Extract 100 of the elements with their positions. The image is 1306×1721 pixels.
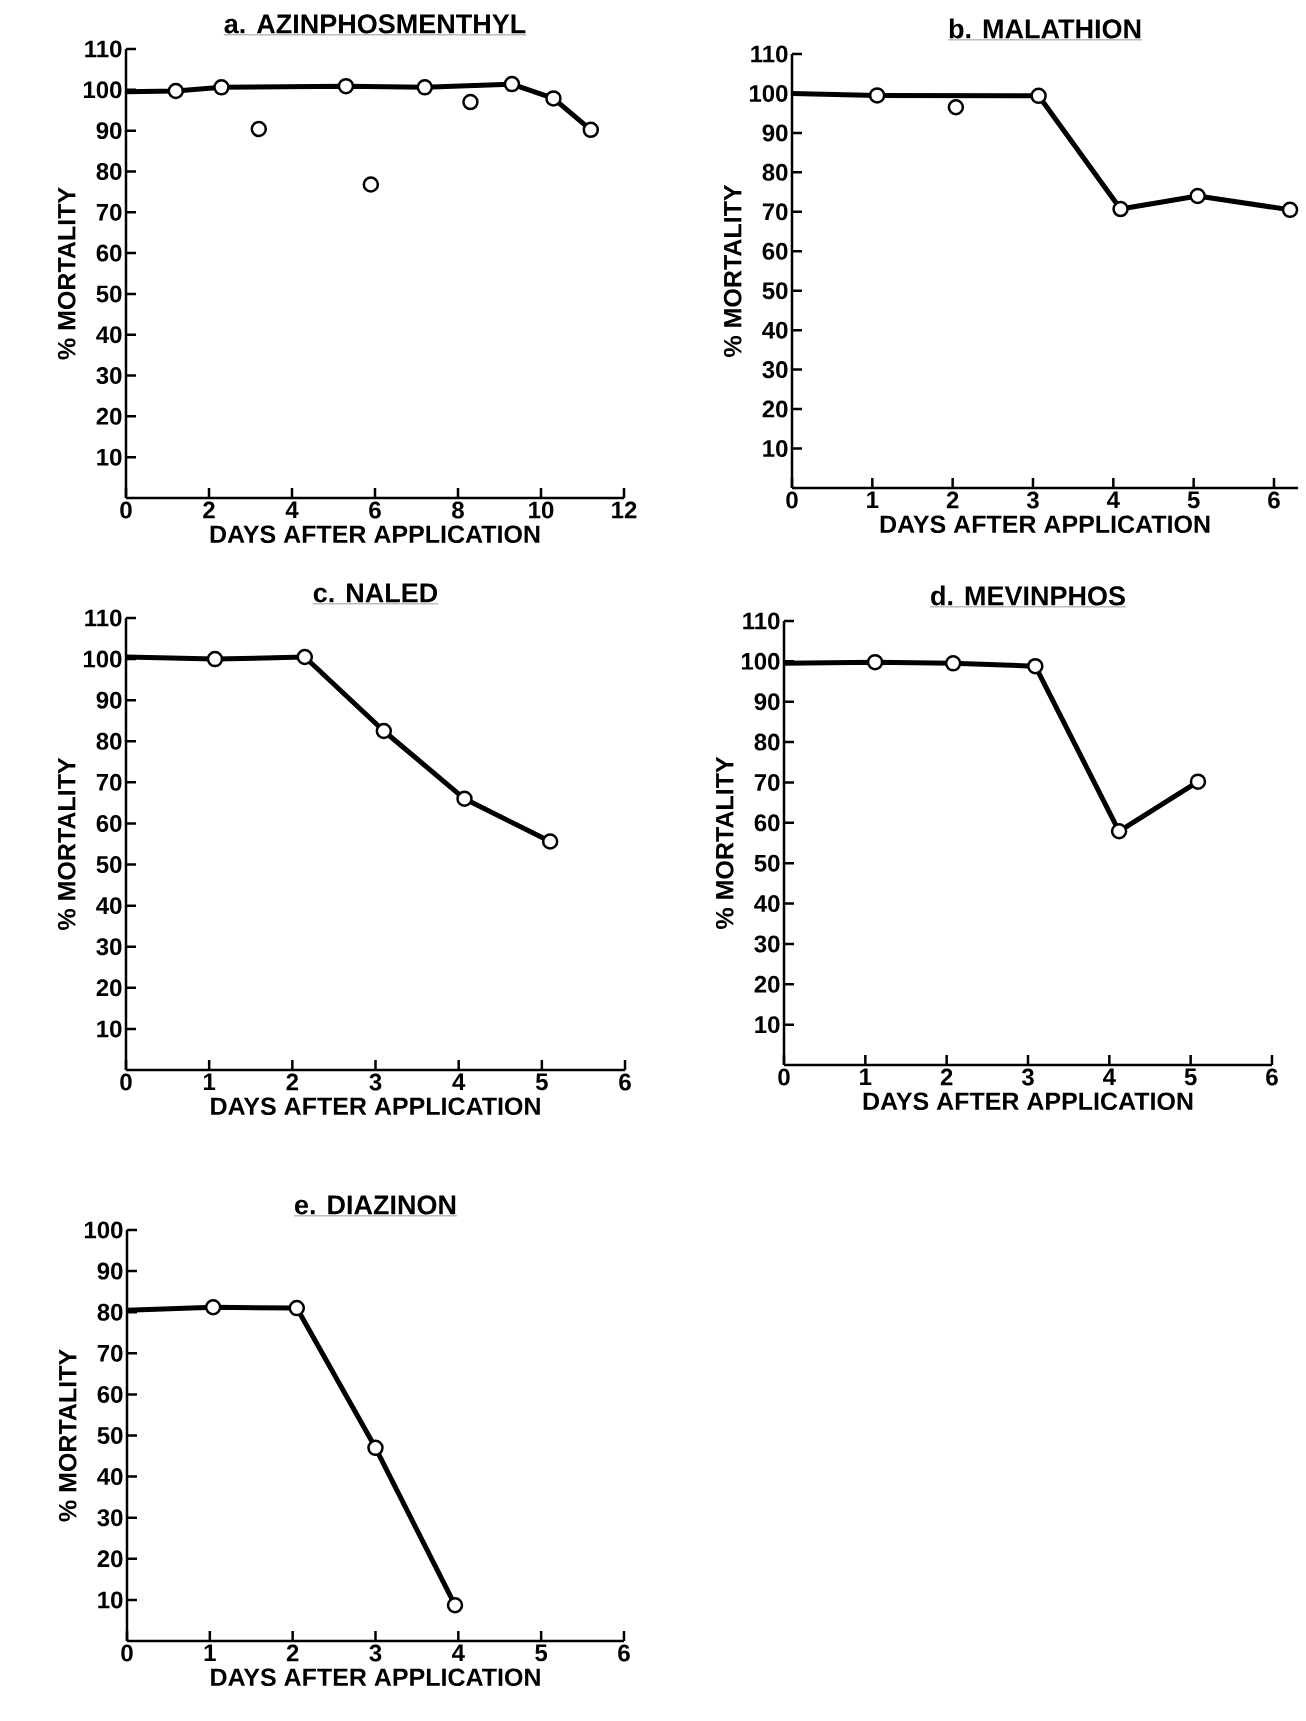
y-tick-label: 110	[743, 612, 780, 630]
y-tick-label: 10	[755, 1016, 780, 1034]
y-tick-label: 70	[96, 203, 122, 221]
point	[167, 82, 185, 100]
point	[503, 75, 521, 93]
x-tick-label: 1	[860, 1068, 872, 1086]
y-tick-label: 100	[83, 81, 122, 99]
point	[541, 833, 559, 850]
y-tick-label: 80	[97, 1303, 123, 1321]
point	[362, 176, 380, 193]
y-tick-label: 10	[763, 440, 788, 458]
y-tick-label: 50	[97, 1427, 123, 1444]
point	[866, 653, 884, 671]
y-tick-label: 10	[97, 1020, 122, 1038]
point	[213, 79, 230, 96]
x-tick-label: 4	[1107, 491, 1120, 509]
y-tick-label: 50	[96, 856, 122, 874]
point	[375, 722, 393, 740]
y-axis-title: % MORTALITY	[715, 756, 734, 929]
x-axis-title: DAYS AFTER APPLICATION	[211, 1097, 540, 1116]
x-tick-label: 0	[121, 1644, 133, 1662]
x-tick-label: 2	[203, 501, 215, 519]
y-tick-label: 100	[749, 84, 788, 102]
y-tick-label: 40	[97, 1468, 123, 1486]
y-tick-label: 80	[762, 163, 788, 181]
x-tick-label: 2	[946, 491, 959, 509]
x-tick-label: 3	[1026, 491, 1039, 509]
point	[416, 79, 434, 96]
y-tick-label: 70	[97, 1344, 123, 1362]
y-tick-label: 100	[83, 650, 122, 668]
y-tick-label: 40	[754, 895, 780, 913]
x-tick-label: 12	[612, 501, 637, 519]
x-tick-label: 0	[778, 1068, 790, 1086]
x-tick-label: 6	[369, 501, 381, 519]
y-tick-label: 50	[96, 285, 122, 303]
x-tick-label: 4	[452, 1644, 465, 1662]
y-tick-label: 60	[96, 814, 122, 832]
y-tick-label: 100	[84, 1221, 123, 1239]
y-tick-label: 60	[97, 1385, 123, 1403]
point	[1112, 200, 1129, 218]
point	[1189, 773, 1207, 790]
y-tick-label: 100	[741, 652, 780, 670]
y-axis-title: % MORTALITY	[723, 184, 742, 357]
point	[296, 648, 314, 666]
y-axis-title: % MORTALITY	[57, 187, 76, 360]
x-tick-label: 3	[369, 1073, 382, 1091]
x-tick-label: 2	[286, 1073, 299, 1091]
y-tick-label: 20	[96, 979, 122, 997]
y-tick-label: 40	[762, 321, 788, 339]
x-tick-label: 1	[204, 1644, 216, 1662]
y-tick-label: 70	[96, 773, 122, 791]
x-tick-label: 6	[619, 1073, 631, 1091]
y-tick-label: 50	[754, 854, 780, 872]
point	[1030, 87, 1047, 105]
x-tick-label: 2	[940, 1068, 953, 1086]
y-tick-label: 30	[96, 367, 122, 385]
x-axis-title: DAYS AFTER APPLICATION	[210, 525, 540, 544]
x-tick-label: 3	[369, 1644, 382, 1662]
point	[947, 99, 965, 116]
y-axis-title: % MORTALITY	[57, 757, 76, 930]
x-tick-label: 5	[1184, 1068, 1197, 1086]
chart-title: d. MEVINPHOS	[931, 585, 1125, 606]
y-axis-title: % MORTALITY	[58, 1349, 77, 1522]
y-tick-label: 30	[97, 1509, 123, 1527]
y-tick-label: 10	[98, 1591, 123, 1609]
x-tick-label: 0	[120, 1073, 132, 1091]
y-tick-label: 40	[96, 897, 122, 915]
point	[582, 121, 600, 139]
point	[456, 790, 473, 808]
y-tick-label: 60	[96, 244, 122, 262]
point	[545, 90, 562, 107]
point	[250, 120, 268, 138]
y-tick-label: 20	[754, 975, 780, 993]
x-tick-label: 5	[1187, 491, 1200, 509]
y-tick-label: 80	[754, 733, 780, 751]
point	[337, 77, 355, 95]
point	[868, 87, 886, 104]
point	[206, 650, 224, 668]
y-tick-label: 60	[762, 242, 788, 260]
y-tick-label: 10	[97, 448, 122, 466]
y-tick-label: 110	[85, 40, 122, 58]
point	[204, 1299, 222, 1316]
y-tick-label: 70	[762, 203, 788, 221]
point	[288, 1299, 306, 1317]
x-tick-label: 0	[120, 501, 132, 519]
x-tick-label: 0	[786, 491, 798, 509]
y-tick-label: 20	[762, 400, 788, 418]
x-tick-label: 2	[286, 1644, 299, 1662]
x-tick-label: 1	[204, 1073, 216, 1091]
y-tick-label: 90	[754, 693, 780, 711]
x-tick-label: 5	[535, 1644, 548, 1662]
y-tick-label: 30	[754, 935, 780, 953]
x-axis-title: DAYS AFTER APPLICATION	[211, 1668, 540, 1687]
y-tick-label: 80	[96, 732, 122, 750]
point	[1110, 823, 1128, 840]
y-tick-label: 20	[96, 407, 122, 425]
point	[446, 1596, 464, 1614]
chart-title: c. NALED	[313, 583, 438, 603]
point	[1189, 187, 1206, 205]
x-tick-label: 10	[529, 501, 554, 519]
